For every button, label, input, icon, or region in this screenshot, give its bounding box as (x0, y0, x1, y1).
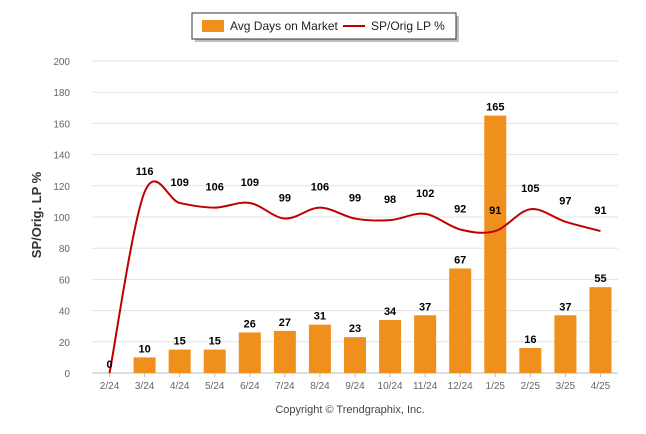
line-data-label: 91 (594, 205, 606, 217)
line-data-label: 116 (136, 166, 154, 178)
x-tick-label: 2/25 (521, 381, 541, 392)
line-data-label: 109 (241, 177, 259, 189)
bar (519, 348, 542, 373)
line-data-label: 102 (416, 188, 434, 200)
line-path (108, 180, 601, 374)
bar-data-label: 37 (559, 301, 571, 313)
x-tick-label: 1/25 (486, 381, 506, 392)
bar (554, 315, 577, 373)
line-series (108, 180, 601, 374)
bar-data-label: 34 (384, 306, 397, 318)
bar-data-label: 67 (454, 254, 466, 266)
legend-bar-swatch (202, 20, 224, 32)
x-tick-label: 3/25 (556, 381, 576, 392)
x-tick-label: 2/24 (100, 381, 120, 392)
bar-series (133, 115, 612, 373)
bar-data-label: 15 (174, 336, 186, 348)
y-tick-label: 60 (59, 275, 71, 286)
bar-data-label: 0 (106, 359, 112, 371)
bar-data-label: 27 (279, 317, 291, 329)
x-tick-label: 7/24 (275, 381, 295, 392)
line-data-label: 92 (454, 203, 466, 215)
bar-data-label: 26 (244, 318, 256, 330)
x-tick-label: 8/24 (310, 381, 330, 392)
y-axis-title: SP/Orig. LP % (29, 171, 44, 258)
legend: Avg Days on Market SP/Orig LP % (191, 12, 459, 42)
bar (344, 337, 366, 373)
y-tick-label: 0 (64, 369, 70, 380)
bar-data-label: 165 (486, 102, 504, 114)
x-tick-label: 5/24 (205, 381, 225, 392)
y-tick-label: 80 (59, 244, 71, 255)
y-tick-label: 40 (59, 307, 71, 318)
bar (484, 115, 507, 373)
legend-bar-label: Avg Days on Market (230, 19, 338, 33)
y-tick-label: 200 (53, 57, 70, 68)
y-tick-label: 140 (53, 151, 70, 162)
line-data-label: 99 (279, 193, 291, 205)
x-tick-label: 10/24 (378, 381, 403, 392)
y-tick-label: 180 (53, 88, 70, 99)
bar (414, 315, 437, 373)
line-data-label: 105 (521, 183, 539, 195)
x-tick-label: 3/24 (135, 381, 155, 392)
grid-lines (92, 60, 618, 374)
line-data-label: 106 (206, 182, 224, 194)
x-axis-ticks: 2/24 3/24 4/24 5/24 6/24 7/24 8/24 9/24 10/24 11/… (100, 373, 611, 392)
copyright-text: Copyright © Trendgraphix, Inc. (275, 404, 424, 416)
bar-data-label: 37 (419, 301, 431, 313)
bar (273, 330, 296, 373)
y-tick-label: 160 (53, 119, 70, 130)
bar-data-label: 55 (594, 273, 606, 285)
x-tick-label: 9/24 (345, 381, 365, 392)
bar (133, 357, 156, 373)
bar-data-label: 15 (209, 336, 221, 348)
legend-box (191, 12, 457, 40)
x-tick-label: 4/25 (591, 381, 611, 392)
line-data-label: 98 (384, 194, 396, 206)
y-axis-ticks: 0 20 40 60 80 100 120 140 160 180 200 (53, 57, 70, 380)
bar (308, 324, 331, 373)
line-data-label: 97 (559, 196, 571, 208)
bar (238, 332, 261, 373)
bar-data-label: 10 (138, 343, 150, 355)
x-tick-label: 6/24 (240, 381, 260, 392)
line-data-label: 109 (170, 177, 188, 189)
line-data-label: 106 (311, 182, 329, 194)
line-data-label: 99 (349, 193, 361, 205)
data-labels: 0 10 15 15 26 27 31 23 34 37 67 165 16 37 55 116 109 106 1… (106, 102, 606, 371)
bar (203, 349, 226, 373)
bar-data-label: 16 (524, 334, 536, 346)
bar (449, 268, 472, 373)
bar (168, 349, 191, 373)
legend-line-label: SP/Orig LP % (371, 19, 445, 33)
line-data-label: 91 (489, 205, 501, 217)
x-tick-label: 12/24 (448, 381, 473, 392)
bar (589, 287, 612, 373)
bar-data-label: 23 (349, 323, 361, 335)
x-tick-label: 11/24 (413, 381, 438, 392)
y-tick-label: 120 (53, 182, 70, 193)
y-tick-label: 20 (59, 338, 71, 349)
x-tick-label: 4/24 (170, 381, 190, 392)
bar (379, 319, 402, 373)
y-tick-label: 100 (53, 213, 70, 224)
bar-data-label: 31 (314, 311, 326, 323)
